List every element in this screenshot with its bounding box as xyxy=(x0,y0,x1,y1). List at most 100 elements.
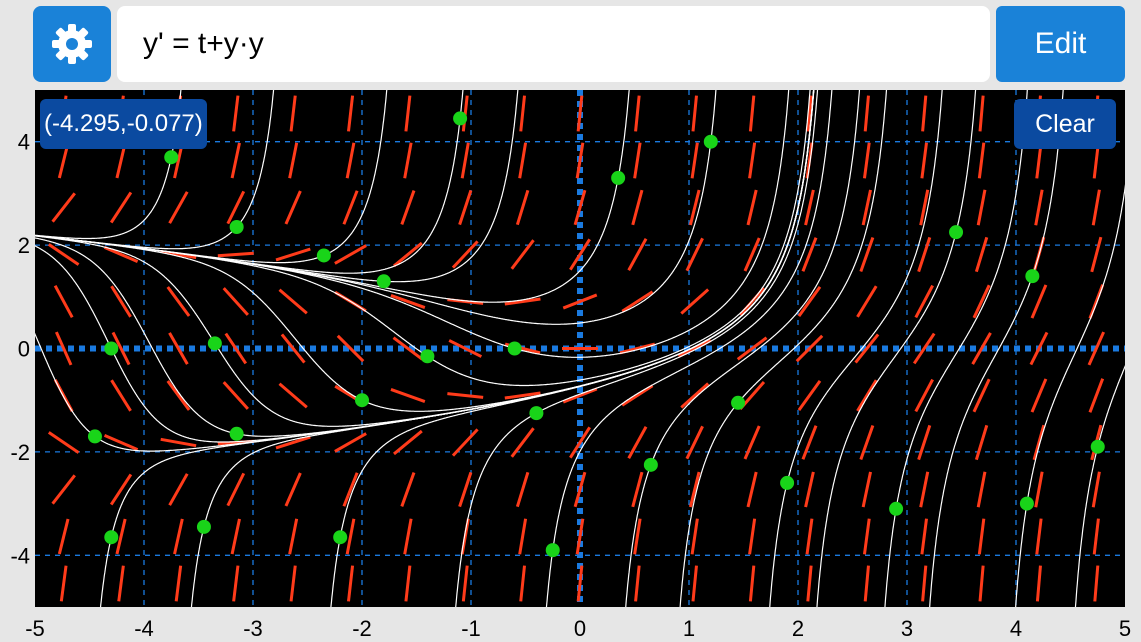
slope-segment xyxy=(575,142,585,179)
initial-point[interactable] xyxy=(1025,269,1040,284)
initial-point[interactable] xyxy=(229,426,244,441)
solution-curve xyxy=(545,90,833,607)
slope-segment xyxy=(920,142,928,179)
initial-point[interactable] xyxy=(731,395,746,410)
solution-curve xyxy=(35,90,182,240)
slope-segment xyxy=(685,237,704,272)
slope-segment xyxy=(393,241,423,268)
y-tick-label: 2 xyxy=(18,233,30,258)
initial-point[interactable] xyxy=(545,543,560,558)
initial-point[interactable] xyxy=(780,475,795,490)
slope-segment xyxy=(347,95,355,132)
slope-segment xyxy=(976,471,987,508)
initial-point[interactable] xyxy=(453,111,468,126)
slope-segment xyxy=(288,518,299,555)
initial-point[interactable] xyxy=(355,393,369,408)
initial-point[interactable] xyxy=(529,406,544,421)
initial-point[interactable] xyxy=(376,274,391,289)
clear-button[interactable]: Clear xyxy=(1014,99,1116,149)
edit-button[interactable]: Edit xyxy=(996,6,1125,82)
slope-segment xyxy=(224,332,248,365)
slope-segment xyxy=(403,518,413,555)
slope-segment xyxy=(621,384,654,407)
slope-segment xyxy=(1093,565,1100,602)
slope-segment xyxy=(278,288,308,315)
slope-segment xyxy=(109,473,133,506)
slope-segment xyxy=(390,294,426,309)
slope-segment xyxy=(1030,284,1048,319)
initial-point[interactable] xyxy=(87,429,102,444)
slope-segment xyxy=(688,471,701,508)
initial-point[interactable] xyxy=(507,341,522,356)
initial-point[interactable] xyxy=(889,501,904,516)
x-tick-label: -1 xyxy=(461,616,481,641)
slope-segment xyxy=(912,332,936,365)
slope-segment xyxy=(974,236,989,273)
slope-segment xyxy=(863,95,870,132)
initial-point[interactable] xyxy=(1019,496,1034,511)
initial-point[interactable] xyxy=(316,248,331,263)
slope-segment xyxy=(288,142,299,179)
x-tick-label: 1 xyxy=(683,616,695,641)
slope-segment xyxy=(690,518,699,555)
slope-segment xyxy=(921,565,928,602)
solution-curve xyxy=(1015,184,1125,607)
slope-segment xyxy=(1088,378,1105,413)
coordinate-readout: (-4.295,-0.077) xyxy=(40,99,207,149)
y-tick-label: 0 xyxy=(18,337,30,362)
slope-segment xyxy=(232,95,240,132)
initial-point[interactable] xyxy=(703,134,718,149)
initial-point[interactable] xyxy=(1090,439,1105,454)
slope-segment xyxy=(914,378,934,413)
slope-segment xyxy=(569,426,591,459)
settings-button[interactable] xyxy=(33,6,111,82)
initial-point[interactable] xyxy=(196,519,211,534)
slope-segment xyxy=(748,142,757,179)
slope-segment xyxy=(222,287,249,316)
slope-segment xyxy=(914,284,934,319)
slope-segment xyxy=(103,246,139,263)
slope-segment xyxy=(447,392,484,399)
initial-point[interactable] xyxy=(420,349,435,364)
initial-point[interactable] xyxy=(229,220,244,235)
slope-segment xyxy=(115,518,127,555)
slope-segment xyxy=(226,472,246,507)
slope-segment xyxy=(334,432,367,453)
slope-segment xyxy=(222,381,249,410)
equation-input[interactable]: y' = t+y·y xyxy=(117,6,990,82)
slope-segment xyxy=(978,565,985,602)
solution-curve xyxy=(625,90,861,607)
slope-segment xyxy=(448,339,483,358)
slope-segment xyxy=(627,426,648,459)
initial-point[interactable] xyxy=(643,457,658,472)
slope-segment xyxy=(275,435,311,450)
slope-segment xyxy=(460,518,470,555)
slope-segment xyxy=(284,472,302,507)
slope-segment xyxy=(404,95,412,132)
slope-segment xyxy=(160,249,197,260)
slope-segment xyxy=(515,471,530,508)
initial-point[interactable] xyxy=(611,170,626,185)
slope-segment xyxy=(518,142,528,179)
slope-segment xyxy=(404,565,412,602)
initial-point[interactable] xyxy=(104,530,119,545)
initial-point[interactable] xyxy=(333,530,348,545)
slope-segment xyxy=(801,425,818,460)
initial-point[interactable] xyxy=(207,336,222,351)
solution-curve xyxy=(679,90,888,607)
solution-curve xyxy=(455,90,819,607)
x-tick-label: -3 xyxy=(243,616,263,641)
slope-segment xyxy=(460,142,470,179)
initial-point[interactable] xyxy=(949,225,964,240)
slope-segment xyxy=(573,471,587,508)
slope-segment xyxy=(447,298,484,305)
slope-segment xyxy=(1088,284,1105,319)
slope-segment xyxy=(390,388,426,403)
initial-point[interactable] xyxy=(104,341,119,356)
initial-point[interactable] xyxy=(164,150,179,165)
slope-segment xyxy=(976,189,987,226)
slope-segment xyxy=(59,565,68,602)
slope-segment xyxy=(166,380,191,411)
